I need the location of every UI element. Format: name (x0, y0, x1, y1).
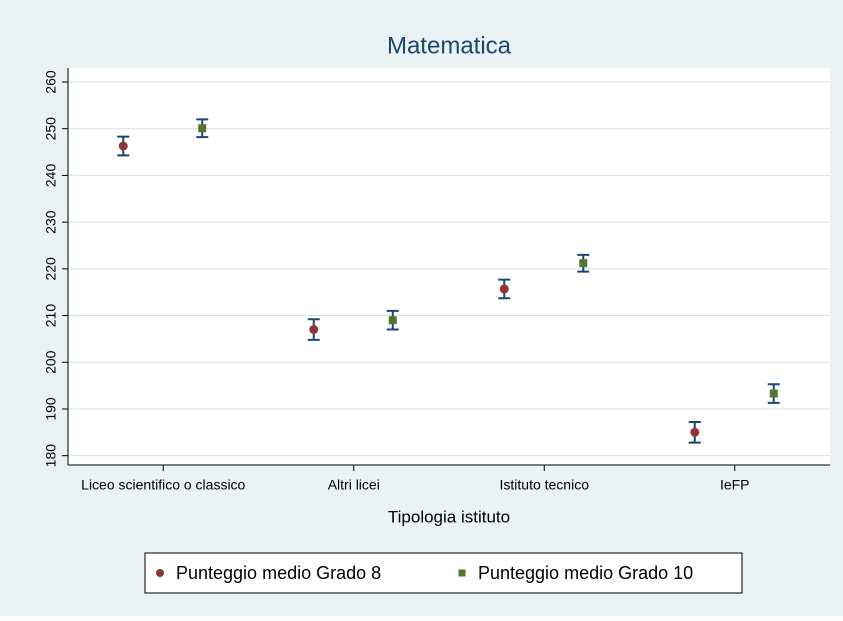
x-tick-label: Istituto tecnico (500, 477, 590, 493)
point (579, 259, 588, 268)
point (769, 389, 778, 398)
y-tick-label: 180 (43, 444, 59, 468)
y-tick-label: 190 (43, 397, 59, 421)
plot-area (68, 68, 830, 465)
y-tick-label: 250 (43, 117, 59, 141)
point (499, 284, 509, 294)
legend-label: Punteggio medio Grado 10 (478, 563, 693, 583)
x-tick-label: IeFP (720, 477, 750, 493)
x-tick-label: Liceo scientifico o classico (81, 477, 245, 493)
point (690, 427, 700, 437)
legend-label: Punteggio medio Grado 8 (176, 563, 381, 583)
legend-marker (458, 569, 466, 577)
point (309, 325, 319, 335)
point (388, 316, 397, 325)
x-axis-title: Tipologia istituto (388, 507, 510, 526)
y-tick-label: 230 (43, 210, 59, 234)
point (198, 124, 207, 133)
x-tick-label: Altri licei (328, 477, 380, 493)
y-tick-label: 200 (43, 350, 59, 374)
y-tick-label: 240 (43, 164, 59, 188)
legend-marker (156, 569, 164, 577)
y-tick-label: 210 (43, 304, 59, 328)
legend-box (144, 552, 743, 594)
y-tick-label: 220 (43, 257, 59, 281)
chart-title: Matematica (387, 32, 512, 59)
y-tick-label: 260 (43, 70, 59, 94)
point (118, 141, 128, 151)
